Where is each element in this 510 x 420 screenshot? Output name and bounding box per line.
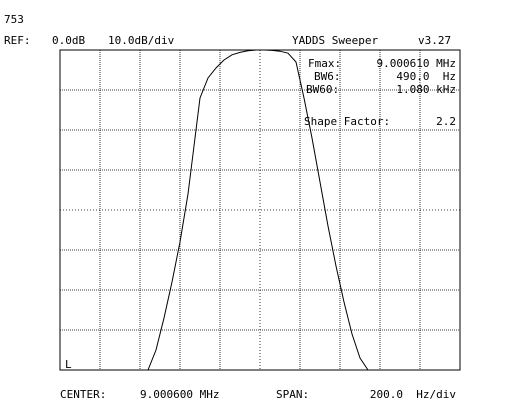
bw60-label: BW60: [306, 83, 340, 96]
version-label: v3.27 [418, 34, 452, 47]
app-title: YADDS Sweeper [292, 34, 379, 47]
sweep-number: 753 [4, 13, 24, 26]
center-value: 9.000600 MHz [140, 388, 220, 401]
fmax-value: 9.000610 MHz [376, 57, 456, 70]
center-label: CENTER: [60, 388, 107, 401]
response-trace [60, 49, 460, 371]
plot-grid [60, 50, 460, 370]
span-label: SPAN: [276, 388, 310, 401]
fmax-label: Fmax: [308, 57, 342, 70]
shape-factor-label: Shape Factor: [304, 115, 391, 128]
corner-marker: L [65, 358, 72, 371]
scale-value: 10.0dB/div [108, 34, 175, 47]
bw60-value: 1.080 kHz [396, 83, 456, 96]
shape-factor-value: 2.2 [436, 115, 456, 128]
ref-value: 0.0dB [52, 34, 86, 47]
bw6-label: BW6: [314, 70, 341, 83]
ref-label: REF: [4, 34, 31, 47]
span-value: 200.0 Hz/div [369, 388, 456, 401]
bw6-value: 490.0 Hz [396, 70, 456, 83]
